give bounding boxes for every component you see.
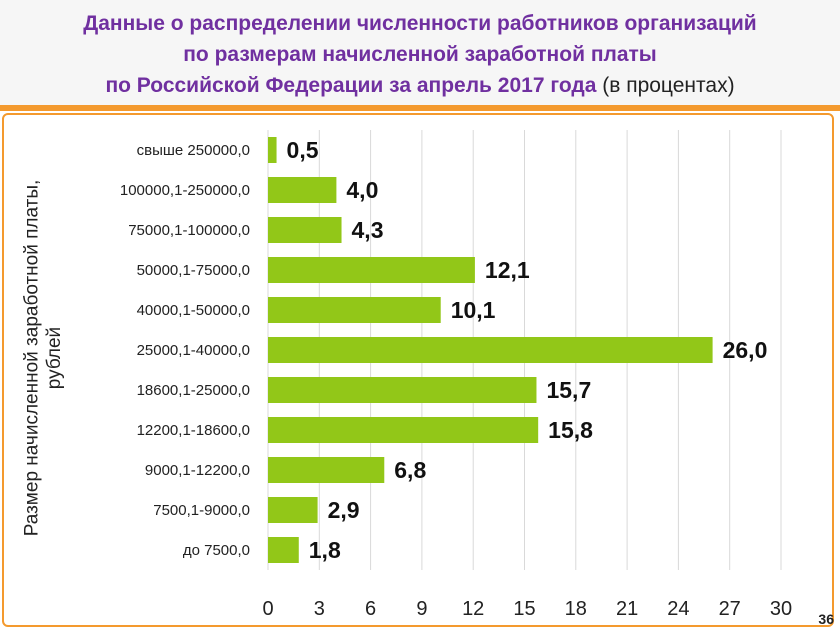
title-line-1: Данные о распределении численности работ… (83, 12, 757, 35)
category-label: 18600,1-25000,0 (137, 382, 250, 399)
data-label: 4,3 (352, 217, 384, 243)
bar (268, 217, 342, 243)
bar (268, 417, 539, 443)
data-label: 15,7 (546, 377, 591, 403)
category-label: до 7500,0 (183, 542, 250, 559)
header-divider (0, 105, 840, 111)
data-label: 4,0 (346, 177, 378, 203)
data-label: 12,1 (485, 257, 530, 283)
title-line-3: по Российской Федерации за апрель 2017 г… (0, 70, 840, 101)
data-label: 6,8 (394, 457, 426, 483)
x-tick-label: 18 (565, 598, 587, 620)
category-label: 100000,1-250000,0 (120, 182, 250, 199)
x-tick-label: 12 (462, 598, 484, 620)
data-label: 1,8 (309, 537, 341, 563)
category-label: 12200,1-18600,0 (137, 422, 250, 439)
bar (268, 457, 385, 483)
y-axis-label: Размер начисленной заработной платы,рубл… (21, 180, 65, 537)
title-unit: (в процентах) (602, 74, 735, 97)
bar (268, 537, 299, 563)
data-label: 2,9 (328, 497, 360, 523)
page-number: 36 (818, 611, 834, 627)
x-tick-label: 27 (719, 598, 741, 620)
data-label: 15,8 (548, 417, 593, 443)
chart-title: Данные о распределении численности работ… (0, 8, 840, 101)
chart-frame (2, 113, 834, 627)
x-tick-label: 24 (667, 598, 689, 620)
bar (268, 177, 337, 203)
title-header (0, 0, 840, 110)
bar (268, 497, 318, 523)
x-tick-label: 30 (770, 598, 792, 620)
x-tick-label: 3 (314, 598, 325, 620)
category-label: 7500,1-9000,0 (153, 502, 250, 519)
x-tick-label: 9 (416, 598, 427, 620)
x-tick-label: 0 (262, 598, 273, 620)
bar (268, 257, 475, 283)
x-tick-label: 15 (513, 598, 535, 620)
data-label: 0,5 (287, 137, 319, 163)
bar (268, 337, 713, 363)
x-tick-label: 6 (365, 598, 376, 620)
category-label: 75000,1-100000,0 (128, 222, 250, 239)
category-label: 50000,1-75000,0 (137, 262, 250, 279)
category-label: свыше 250000,0 (137, 142, 250, 159)
bar (268, 297, 441, 323)
x-tick-label: 21 (616, 598, 638, 620)
category-label: 25000,1-40000,0 (137, 342, 250, 359)
bar (268, 137, 277, 163)
category-label: 9000,1-12200,0 (145, 462, 250, 479)
data-label: 26,0 (723, 337, 768, 363)
category-label: 40000,1-50000,0 (137, 302, 250, 319)
title-line-3-text: по Российской Федерации за апрель 2017 г… (105, 74, 597, 97)
title-line-2: по размерам начисленной заработной платы (183, 43, 657, 66)
data-label: 10,1 (451, 297, 496, 323)
bar (268, 377, 537, 403)
